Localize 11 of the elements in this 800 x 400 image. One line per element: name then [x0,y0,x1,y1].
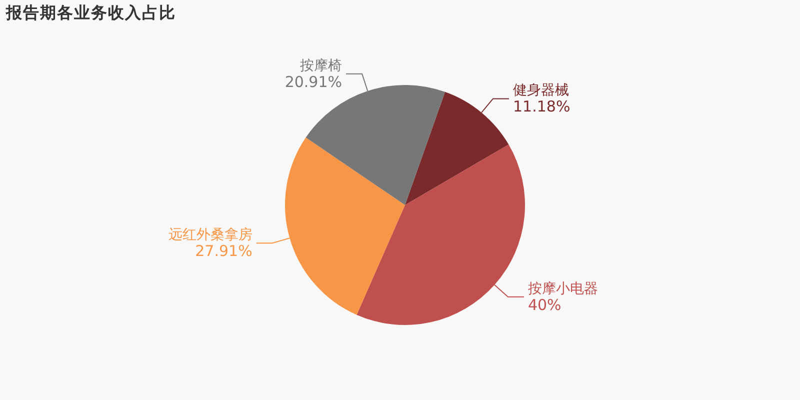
data-label: 27.91% [195,242,252,260]
slice-label: 远红外桑拿房 [168,227,252,244]
pie-slice [405,92,509,205]
slice-label: 按摩椅 [300,58,342,74]
slice-label: 健身器械 [513,82,570,99]
data-label: 20.91% [284,72,342,91]
chart-title: 报告期各业务收入占比 [6,3,176,24]
data-label: 40% [528,296,562,314]
pie-slice [356,144,525,325]
data-label: 11.18% [513,98,570,116]
slice-label: 按摩小电器 [528,280,598,297]
